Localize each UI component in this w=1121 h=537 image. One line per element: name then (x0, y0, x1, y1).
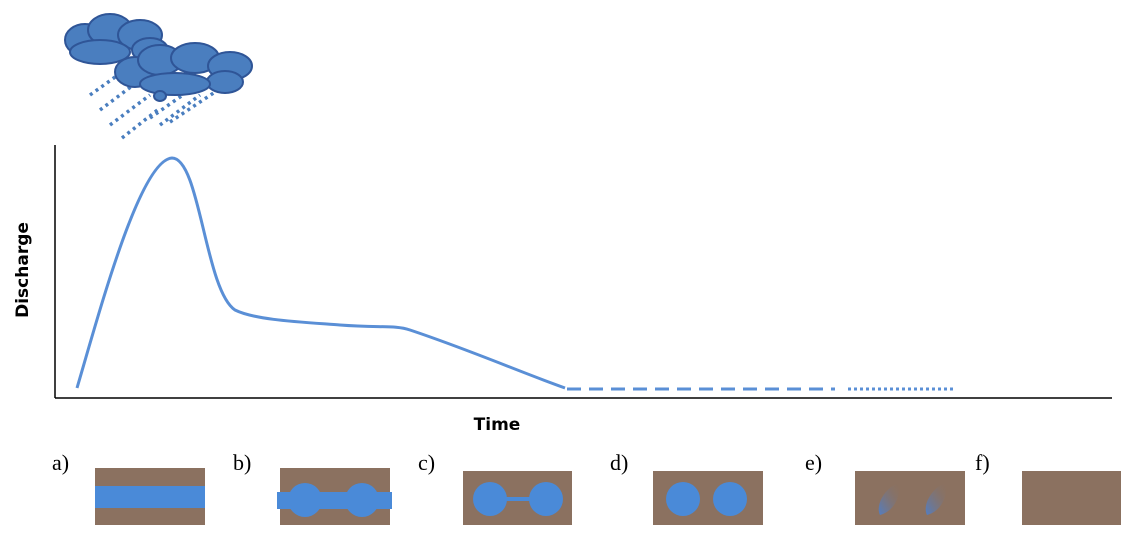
hydrograph (77, 158, 565, 388)
panel-label: c) (418, 450, 435, 475)
panel-label: a) (52, 450, 69, 475)
diagram: Discharge Time a) b) c) d) e) f) (0, 0, 1121, 537)
y-axis-title: Discharge (13, 222, 33, 318)
x-axis-title: Time (474, 415, 521, 435)
panel-soil (855, 471, 965, 525)
panel-label: b) (233, 450, 251, 475)
water-band (95, 486, 205, 508)
panel-label: f) (975, 450, 990, 475)
panel-soil (1022, 471, 1121, 525)
panel-label: d) (610, 450, 628, 475)
panel-label: e) (805, 450, 822, 475)
